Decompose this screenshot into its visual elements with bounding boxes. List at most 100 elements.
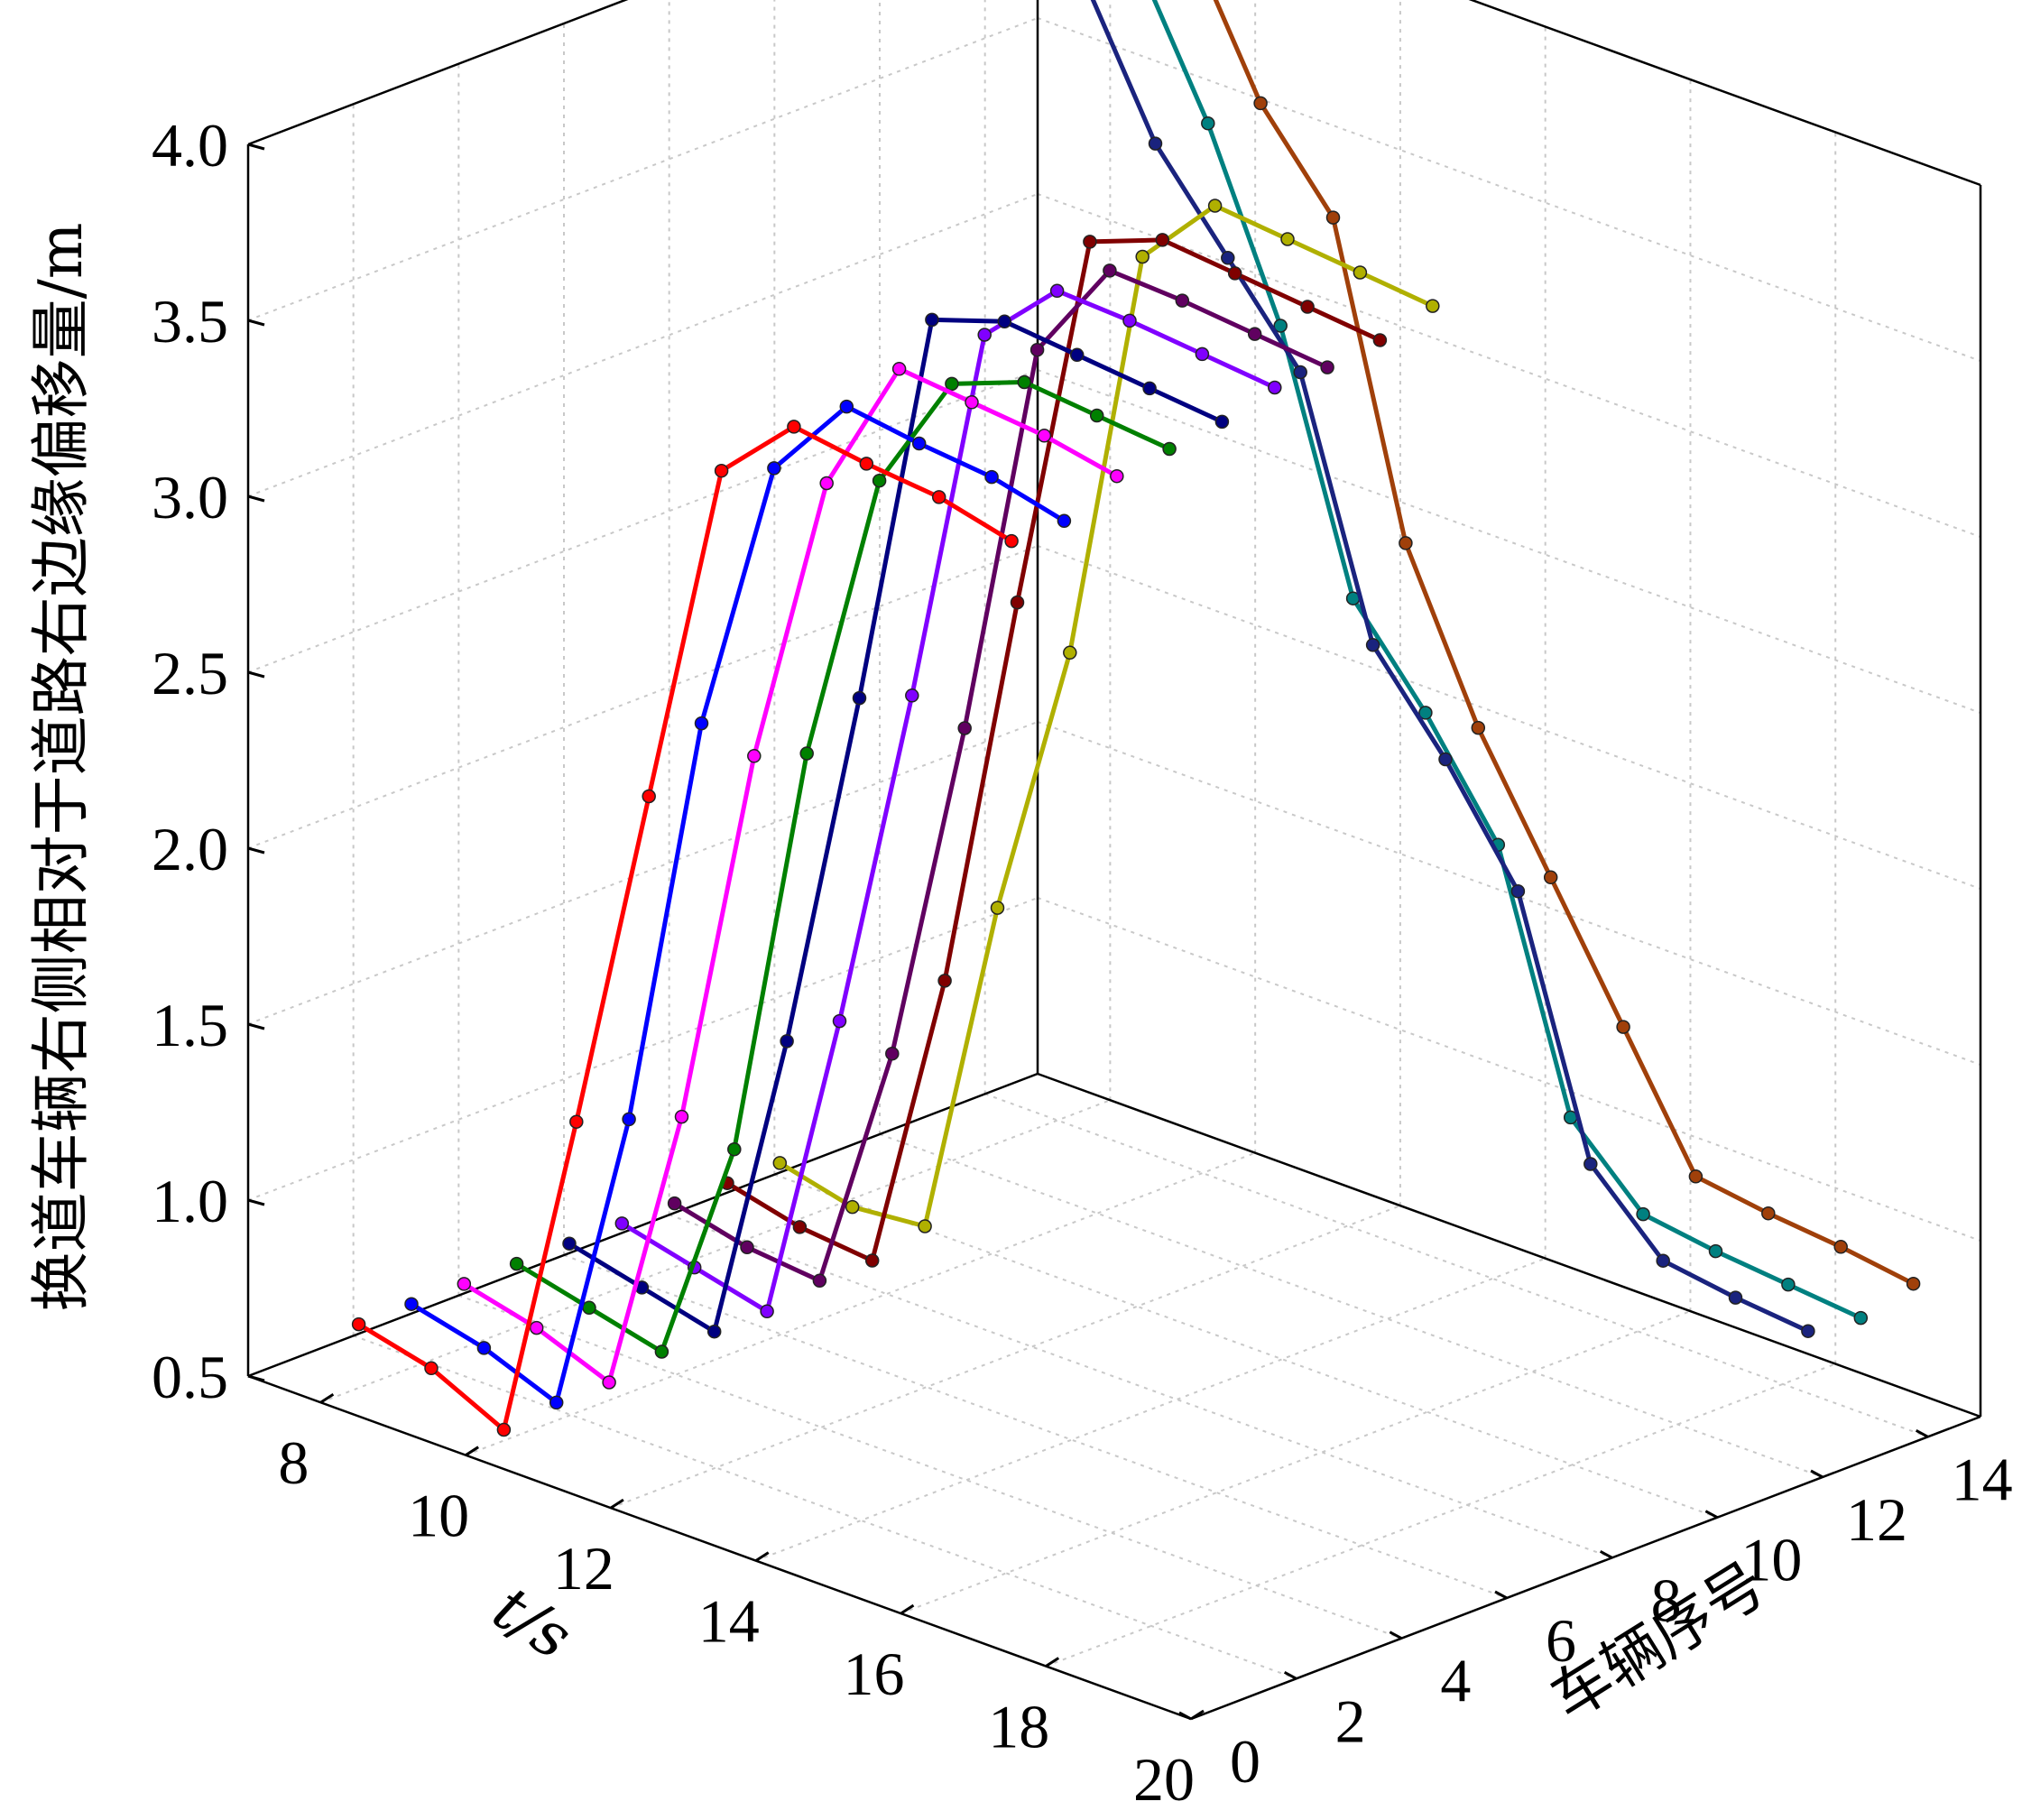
y-tick-label: 12: [1846, 1485, 1907, 1554]
data-point: [977, 328, 992, 342]
data-point: [1708, 1243, 1723, 1259]
data-point: [1010, 595, 1025, 610]
data-point: [529, 1320, 544, 1335]
x-tick-label: 18: [988, 1693, 1049, 1761]
data-point: [1214, 414, 1230, 430]
data-point: [1247, 327, 1262, 341]
series-line: [725, 237, 1381, 1263]
data-point: [1833, 1240, 1848, 1254]
y-tick: [1810, 1469, 1823, 1479]
series-vehicle-13: [1151, 0, 1869, 1326]
x-tick-label: 8: [278, 1428, 309, 1497]
data-point: [1471, 720, 1486, 735]
data-point: [1399, 536, 1413, 550]
data-point: [945, 376, 959, 392]
axis-ticks: [247, 143, 1929, 1721]
data-point: [1293, 365, 1307, 380]
data-point: [957, 721, 972, 735]
data-point: [1162, 441, 1177, 457]
data-point: [760, 1304, 774, 1319]
z-tick: [247, 1022, 265, 1030]
y-tick-label: 4: [1440, 1647, 1471, 1715]
data-point: [1221, 251, 1235, 265]
data-point: [872, 473, 887, 488]
data-point: [1656, 1253, 1670, 1268]
data-point: [1426, 299, 1440, 313]
data-point: [1268, 380, 1282, 395]
data-point: [667, 1196, 682, 1211]
data-point: [1372, 333, 1388, 347]
data-point: [654, 1344, 669, 1359]
series-vehicle-2: [404, 399, 1072, 1410]
data-point: [1142, 381, 1157, 396]
data-point: [780, 1034, 794, 1049]
data-point: [740, 1240, 754, 1255]
z-tick: [247, 494, 265, 503]
grid-line: [669, 1214, 1613, 1559]
data-point: [1300, 300, 1315, 314]
data-point: [984, 469, 999, 485]
data-point: [1325, 210, 1341, 225]
data-point: [509, 1256, 524, 1271]
data-point: [614, 1216, 630, 1231]
y-tick-label: 0: [1230, 1727, 1260, 1796]
y-tick-label: 14: [1952, 1445, 2013, 1513]
data-point: [772, 1156, 788, 1170]
data-point: [812, 1273, 827, 1289]
data-point: [839, 399, 854, 414]
frame-edge: [1037, 1072, 1981, 1418]
data-point: [1365, 638, 1380, 652]
data-point: [694, 716, 709, 731]
data-point: [1057, 513, 1072, 529]
tick-labels: 8 10 12 14 16 18 20 0 2 4 6 8 10 12 14 0.5 1.0 1.5 2.0 2.5 3…: [152, 111, 2013, 1814]
data-point: [496, 1422, 512, 1437]
data-point: [845, 1199, 860, 1215]
series-lines: [351, 0, 1921, 1437]
data-point: [911, 436, 927, 451]
data-point: [1353, 265, 1368, 280]
z-tick-label: 2.0: [152, 815, 228, 883]
data-point: [852, 690, 867, 706]
data-point: [569, 1114, 584, 1129]
data-point: [905, 688, 919, 703]
data-point: [1906, 1276, 1921, 1291]
data-point: [1510, 883, 1526, 899]
data-point: [1110, 468, 1124, 484]
series-line: [621, 288, 1276, 1314]
data-point: [1761, 1206, 1776, 1221]
series-vehicle-8: [720, 233, 1388, 1268]
z-tick-label: 4.0: [152, 111, 228, 180]
grid-line: [247, 545, 1039, 849]
data-point: [1728, 1290, 1743, 1305]
series-vehicle-6: [614, 283, 1282, 1319]
grid-line: [1037, 545, 1981, 890]
y-tick: [1389, 1631, 1403, 1640]
data-point: [1155, 233, 1170, 247]
grid-line: [247, 17, 1039, 321]
series-vehicle-12: [1090, 0, 1815, 1338]
series-line: [1213, 0, 1915, 1286]
data-point: [990, 901, 1005, 915]
series-vehicle-3: [457, 362, 1124, 1390]
data-point: [891, 362, 907, 376]
series-line: [673, 268, 1329, 1283]
z-tick-label: 3.0: [152, 463, 228, 531]
series-line: [568, 317, 1223, 1335]
z-tick-label: 0.5: [152, 1343, 228, 1411]
grid-line: [247, 0, 628, 145]
data-point: [1583, 1157, 1598, 1171]
data-point: [1135, 249, 1149, 264]
data-point: [1122, 313, 1137, 328]
y-tick: [1178, 1711, 1192, 1721]
box-frame: [246, 0, 1982, 1721]
data-point: [965, 395, 979, 410]
grid-line: [879, 1133, 1823, 1478]
data-point: [918, 1219, 932, 1233]
z-axis-title: 换道车辆右侧相对于道路右边缘偏移量/m: [26, 223, 96, 1312]
data-point: [1853, 1310, 1869, 1326]
data-point: [727, 1141, 742, 1157]
y-tick-label: 6: [1546, 1606, 1576, 1675]
grid-line: [1037, 369, 1981, 714]
z-tick: [247, 670, 265, 679]
